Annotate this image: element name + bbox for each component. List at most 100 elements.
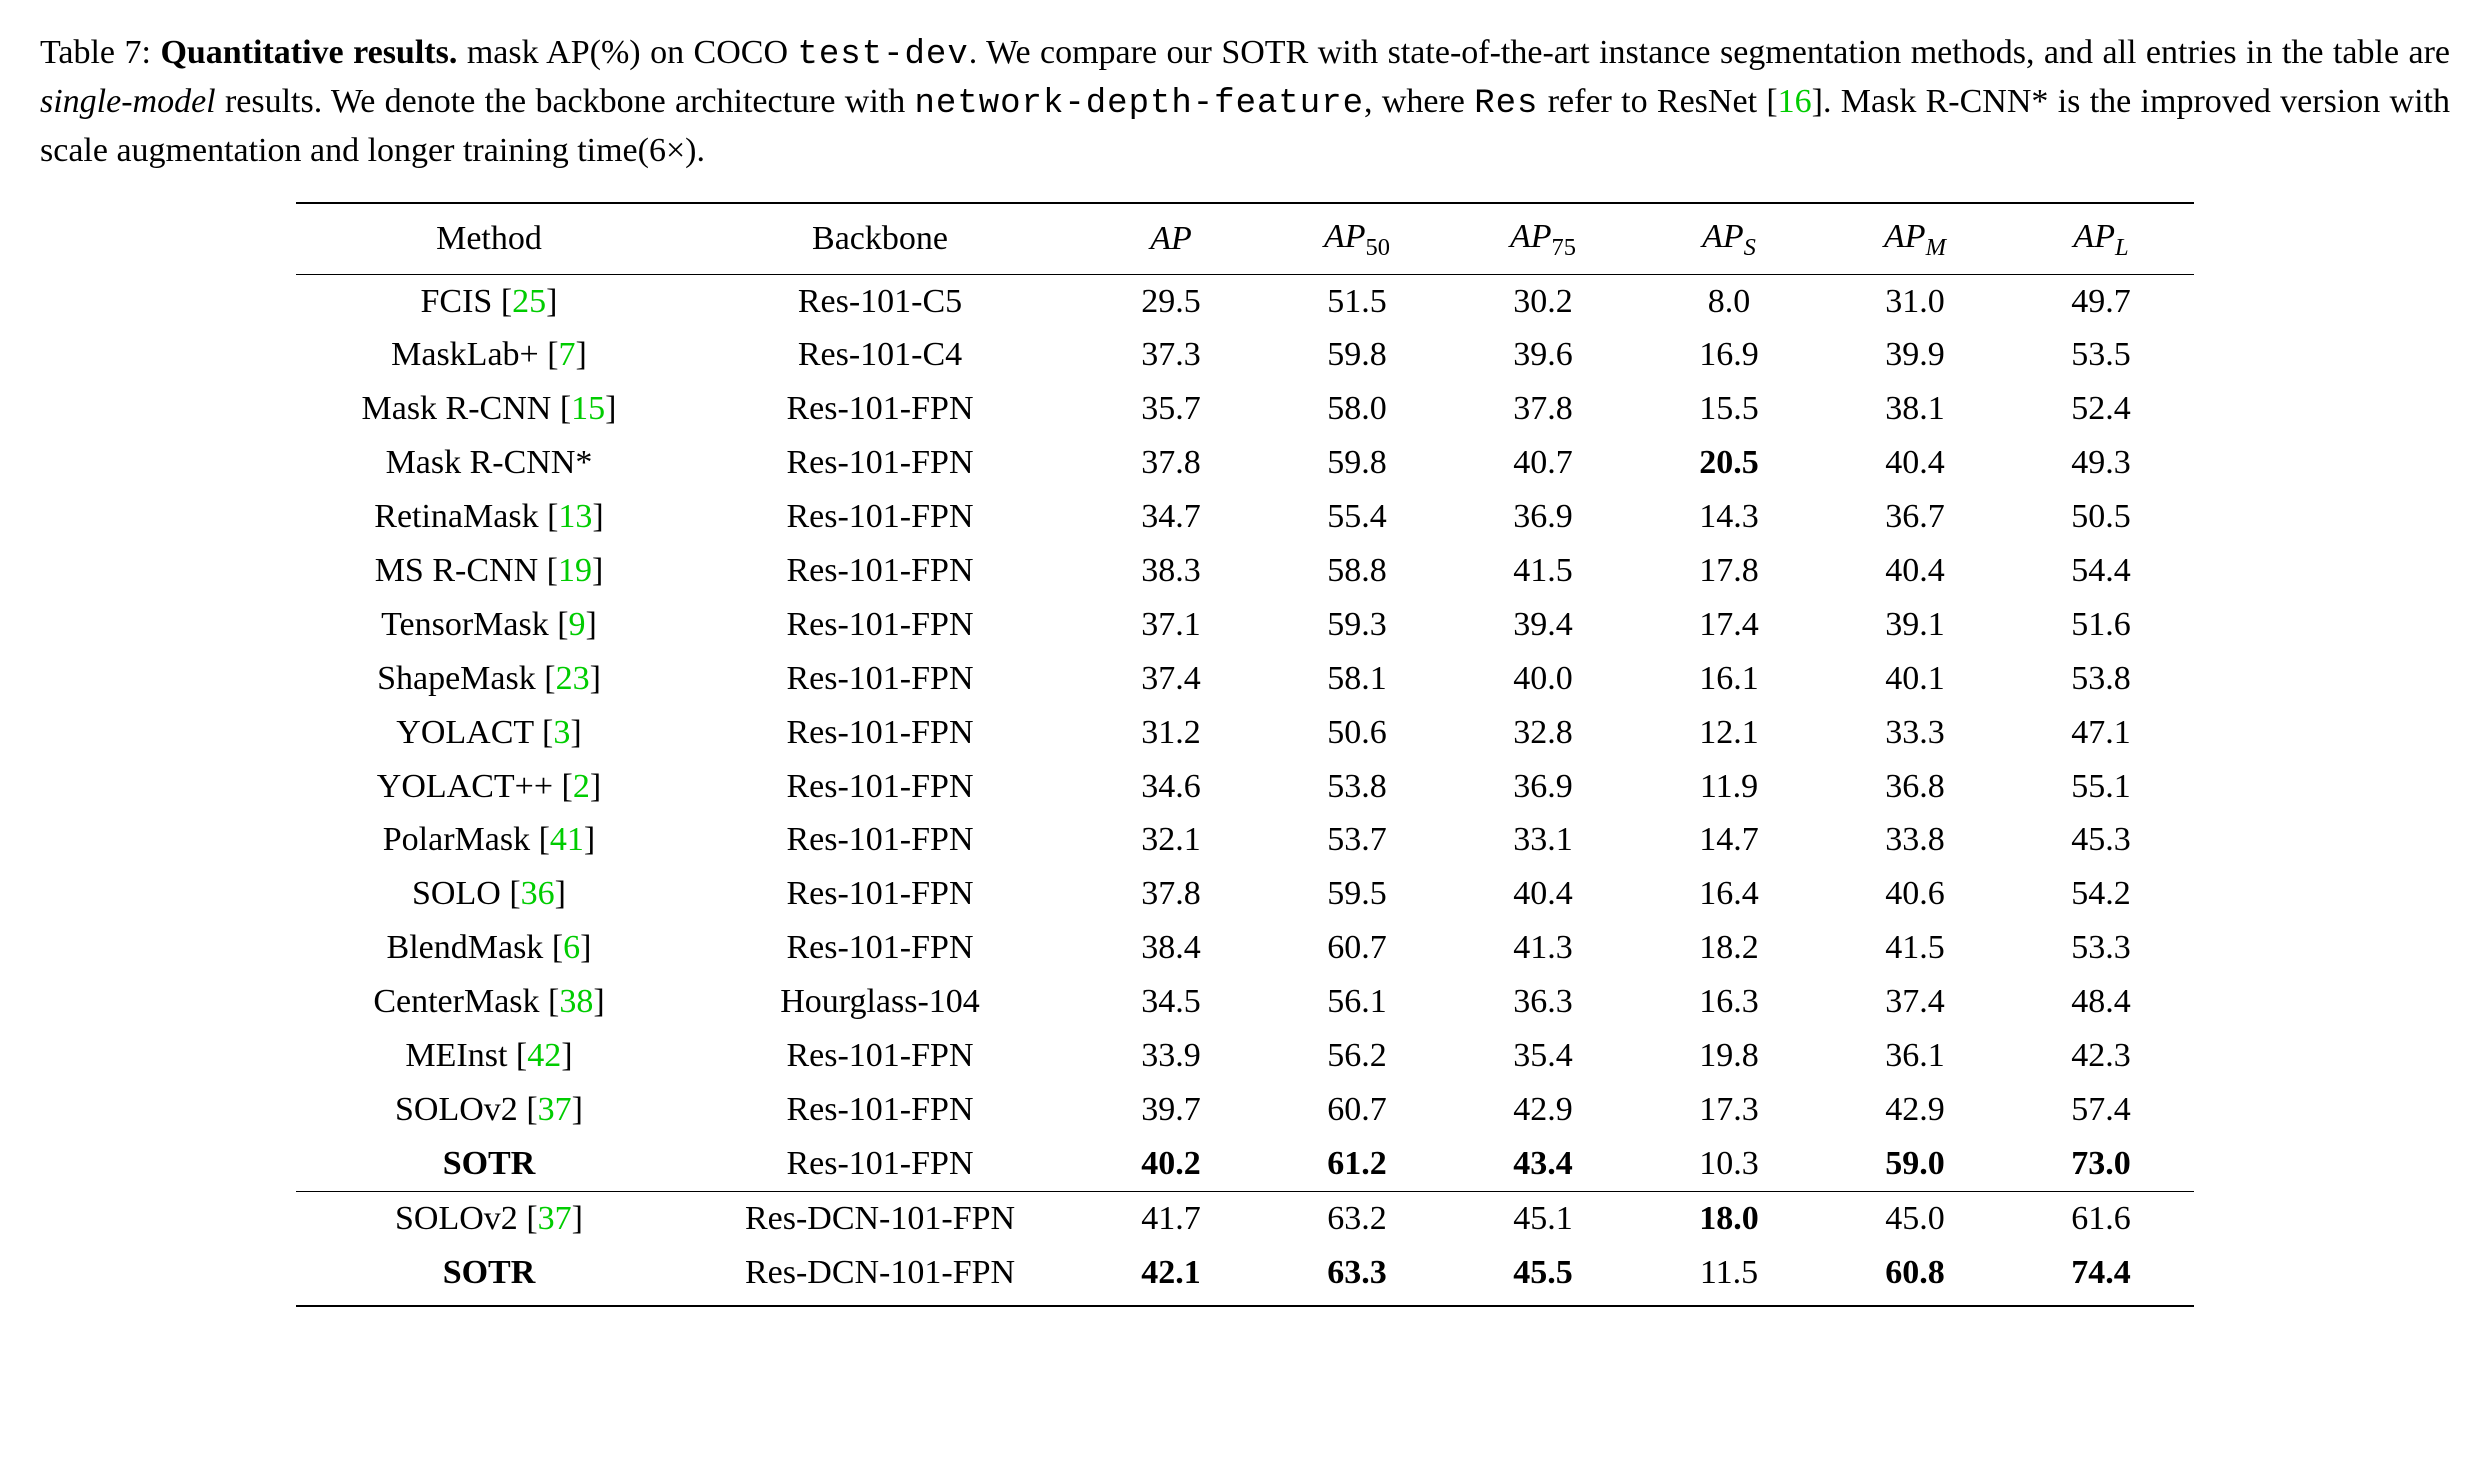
cell-method: CenterMask [38] xyxy=(296,975,682,1029)
cell-method: RetinaMask [13] xyxy=(296,490,682,544)
table-wrapper: Method Backbone AP AP50 AP75 APS APM APL… xyxy=(40,202,2450,1308)
caption-text: refer to ResNet [ xyxy=(1538,83,1777,120)
cell-ap: 37.8 xyxy=(1078,436,1264,490)
citation-link[interactable]: 37 xyxy=(538,1091,572,1128)
cell-method: SOLOv2 [37] xyxy=(296,1083,682,1137)
cell-ap: 29.5 xyxy=(1078,274,1264,328)
cell-ap50: 59.3 xyxy=(1264,598,1450,652)
cell-ap50: 55.4 xyxy=(1264,490,1450,544)
citation-link[interactable]: 25 xyxy=(512,283,546,320)
cell-backbone: Res-DCN-101-FPN xyxy=(682,1191,1078,1245)
cell-ap75: 35.4 xyxy=(1450,1029,1636,1083)
cell-aps: 12.1 xyxy=(1636,706,1822,760)
cell-ap: 32.1 xyxy=(1078,813,1264,867)
cell-backbone: Res-101-FPN xyxy=(682,921,1078,975)
cell-backbone: Res-101-FPN xyxy=(682,867,1078,921)
citation-link[interactable]: 16 xyxy=(1778,83,1812,120)
citation-link[interactable]: 6 xyxy=(563,929,580,966)
cell-apl: 53.8 xyxy=(2008,652,2194,706)
cell-apm: 60.8 xyxy=(1822,1246,2008,1307)
citation-link[interactable]: 36 xyxy=(521,875,555,912)
cell-apl: 74.4 xyxy=(2008,1246,2194,1307)
method-name: ShapeMask xyxy=(377,660,536,697)
method-name: YOLACT xyxy=(396,714,533,751)
method-name: SOTR xyxy=(443,1145,536,1182)
cell-ap: 37.1 xyxy=(1078,598,1264,652)
citation-link[interactable]: 9 xyxy=(569,606,586,643)
cell-backbone: Res-101-FPN xyxy=(682,598,1078,652)
cell-method: ShapeMask [23] xyxy=(296,652,682,706)
cell-aps: 8.0 xyxy=(1636,274,1822,328)
cell-ap: 41.7 xyxy=(1078,1191,1264,1245)
table-row: Mask R-CNN [15]Res-101-FPN35.758.037.815… xyxy=(296,382,2194,436)
citation-link[interactable]: 15 xyxy=(571,390,605,427)
cell-apl: 47.1 xyxy=(2008,706,2194,760)
cell-aps: 16.4 xyxy=(1636,867,1822,921)
method-name: RetinaMask xyxy=(374,498,538,535)
cell-ap: 34.6 xyxy=(1078,760,1264,814)
cell-ap75: 36.9 xyxy=(1450,490,1636,544)
cell-apm: 40.4 xyxy=(1822,436,2008,490)
cell-ap: 35.7 xyxy=(1078,382,1264,436)
cell-apl: 49.3 xyxy=(2008,436,2194,490)
citation-link[interactable]: 41 xyxy=(550,821,584,858)
cell-ap75: 33.1 xyxy=(1450,813,1636,867)
col-aps-label: AP xyxy=(1702,218,1744,255)
table-row: SOLOv2 [37]Res-101-FPN39.760.742.917.342… xyxy=(296,1083,2194,1137)
citation-link[interactable]: 7 xyxy=(559,336,576,373)
cell-backbone: Res-101-FPN xyxy=(682,544,1078,598)
cell-apl: 45.3 xyxy=(2008,813,2194,867)
col-apm-label: AP xyxy=(1884,218,1926,255)
citation-link[interactable]: 42 xyxy=(527,1037,561,1074)
table-row: PolarMask [41]Res-101-FPN32.153.733.114.… xyxy=(296,813,2194,867)
cell-aps: 17.4 xyxy=(1636,598,1822,652)
cell-ap50: 59.8 xyxy=(1264,328,1450,382)
citation-link[interactable]: 37 xyxy=(538,1200,572,1237)
cell-apl: 52.4 xyxy=(2008,382,2194,436)
cell-apm: 33.8 xyxy=(1822,813,2008,867)
cell-aps: 18.2 xyxy=(1636,921,1822,975)
cell-ap50: 58.0 xyxy=(1264,382,1450,436)
cell-backbone: Hourglass-104 xyxy=(682,975,1078,1029)
cell-apm: 33.3 xyxy=(1822,706,2008,760)
cell-apm: 45.0 xyxy=(1822,1191,2008,1245)
col-method: Method xyxy=(296,203,682,274)
cell-aps: 18.0 xyxy=(1636,1191,1822,1245)
citation-link[interactable]: 13 xyxy=(558,498,592,535)
col-ap50: AP50 xyxy=(1264,203,1450,274)
cell-apm: 40.6 xyxy=(1822,867,2008,921)
cell-method: SOLO [36] xyxy=(296,867,682,921)
col-ap75-sub: 75 xyxy=(1552,233,1576,260)
citation-link[interactable]: 38 xyxy=(559,983,593,1020)
citation-link[interactable]: 23 xyxy=(556,660,590,697)
table-row: RetinaMask [13]Res-101-FPN34.755.436.914… xyxy=(296,490,2194,544)
cell-ap50: 61.2 xyxy=(1264,1137,1450,1191)
cell-apm: 39.9 xyxy=(1822,328,2008,382)
method-name: Mask R-CNN xyxy=(362,390,552,427)
cell-backbone: Res-101-FPN xyxy=(682,760,1078,814)
cell-aps: 19.8 xyxy=(1636,1029,1822,1083)
cell-aps: 10.3 xyxy=(1636,1137,1822,1191)
citation-link[interactable]: 19 xyxy=(558,552,592,589)
cell-ap: 39.7 xyxy=(1078,1083,1264,1137)
caption-title: Quantitative results. xyxy=(160,34,457,71)
cell-ap: 42.1 xyxy=(1078,1246,1264,1307)
cell-apm: 42.9 xyxy=(1822,1083,2008,1137)
citation-link[interactable]: 2 xyxy=(573,768,590,805)
table-row: YOLACT++ [2]Res-101-FPN34.653.836.911.93… xyxy=(296,760,2194,814)
cell-ap50: 56.1 xyxy=(1264,975,1450,1029)
caption-text: results. We denote the backbone architec… xyxy=(216,83,915,120)
cell-apl: 73.0 xyxy=(2008,1137,2194,1191)
cell-apl: 48.4 xyxy=(2008,975,2194,1029)
citation-link[interactable]: 3 xyxy=(553,714,570,751)
cell-aps: 16.9 xyxy=(1636,328,1822,382)
method-name: TensorMask xyxy=(381,606,549,643)
cell-method: Mask R-CNN* xyxy=(296,436,682,490)
table-body-b: SOLOv2 [37]Res-DCN-101-FPN41.763.245.118… xyxy=(296,1191,2194,1306)
cell-apm: 40.1 xyxy=(1822,652,2008,706)
cell-ap75: 39.6 xyxy=(1450,328,1636,382)
cell-ap50: 63.2 xyxy=(1264,1191,1450,1245)
cell-method: FCIS [25] xyxy=(296,274,682,328)
cell-backbone: Res-101-C5 xyxy=(682,274,1078,328)
cell-apl: 53.5 xyxy=(2008,328,2194,382)
